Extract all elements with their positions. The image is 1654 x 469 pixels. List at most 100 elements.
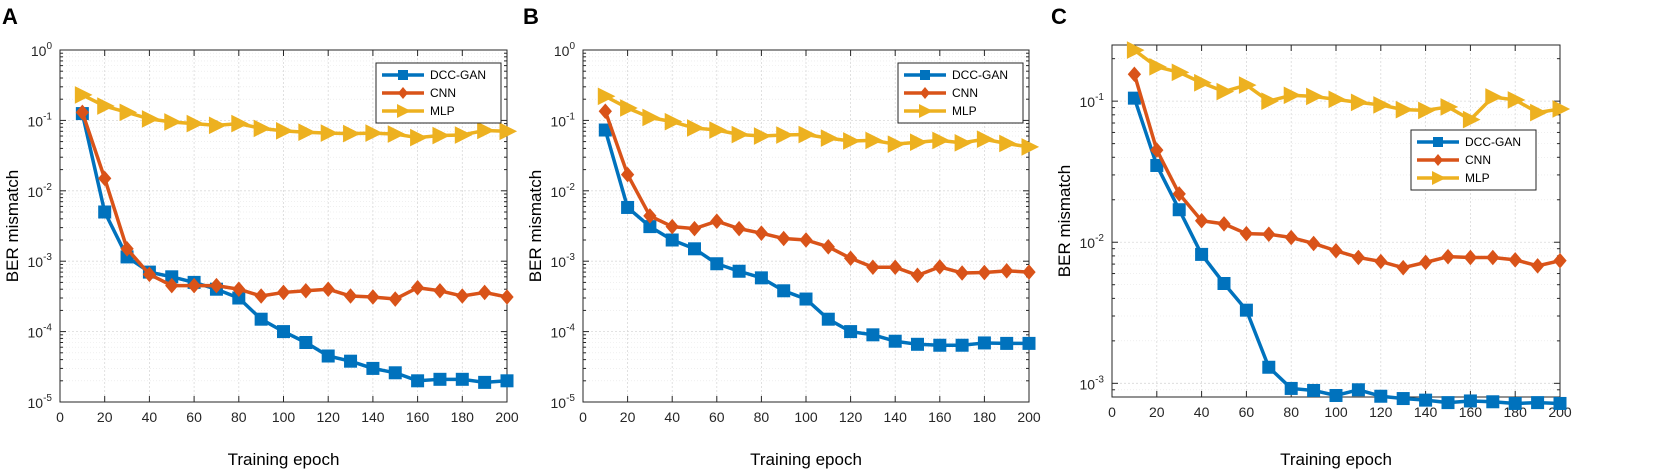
y-tick-exponent: -2 bbox=[43, 182, 52, 193]
data-point-dcc-gan bbox=[799, 292, 813, 306]
y-tick-label: 10-2 bbox=[28, 182, 53, 200]
legend-entry-dcc-gan: DCC-GAN bbox=[1465, 135, 1521, 149]
data-point-dcc-gan bbox=[1217, 276, 1231, 290]
y-tick-exponent: -2 bbox=[566, 182, 575, 193]
legend-marker-triangle bbox=[1432, 171, 1446, 185]
y-tick-mantissa: 10 bbox=[554, 43, 570, 59]
y-tick-label: 100 bbox=[554, 41, 576, 59]
data-point-dcc-gan bbox=[754, 271, 768, 285]
legend-marker-square bbox=[1433, 137, 1443, 147]
data-point-dcc-gan bbox=[388, 366, 402, 380]
data-point-dcc-gan bbox=[1463, 394, 1477, 408]
x-tick-label: 120 bbox=[317, 409, 341, 425]
data-point-dcc-gan bbox=[888, 334, 902, 348]
legend-entry-dcc-gan: DCC-GAN bbox=[430, 68, 486, 82]
data-point-cnn bbox=[933, 259, 947, 275]
data-point-dcc-gan bbox=[277, 325, 290, 339]
data-point-cnn bbox=[1396, 259, 1410, 276]
data-point-cnn bbox=[843, 250, 858, 267]
x-tick-label: 60 bbox=[709, 409, 725, 425]
y-tick-label: 10-2 bbox=[551, 182, 576, 200]
y-tick-exponent: -4 bbox=[566, 323, 575, 334]
data-point-cnn bbox=[388, 291, 402, 307]
y-tick-exponent: -3 bbox=[566, 252, 575, 263]
data-point-mlp bbox=[320, 124, 339, 142]
data-point-cnn bbox=[1486, 249, 1500, 266]
data-point-cnn bbox=[598, 103, 612, 119]
x-tick-label: 160 bbox=[928, 409, 952, 425]
y-tick-mantissa: 10 bbox=[551, 254, 567, 270]
data-point-mlp bbox=[976, 130, 995, 149]
data-point-dcc-gan bbox=[1284, 381, 1298, 395]
y-tick-exponent: -1 bbox=[1095, 92, 1104, 103]
x-tick-label: 20 bbox=[97, 409, 113, 425]
x-axis-label: Training epoch bbox=[1280, 450, 1392, 469]
data-point-mlp bbox=[298, 123, 316, 142]
data-point-dcc-gan bbox=[1553, 396, 1567, 410]
data-point-cnn bbox=[254, 288, 268, 304]
x-tick-label: 80 bbox=[231, 409, 247, 425]
data-point-mlp bbox=[1395, 100, 1414, 119]
data-point-mlp bbox=[709, 121, 727, 139]
data-point-mlp bbox=[253, 119, 272, 138]
data-point-dcc-gan bbox=[455, 372, 469, 386]
y-tick-mantissa: 10 bbox=[551, 184, 567, 200]
data-point-mlp bbox=[798, 125, 817, 144]
data-point-mlp bbox=[343, 124, 361, 143]
data-point-cnn bbox=[1329, 243, 1343, 259]
data-point-mlp bbox=[954, 134, 973, 152]
chart-panel-c: 10-310-210-10 20 40 60 80 100 120 140 160 180 200D… bbox=[1051, 4, 1572, 469]
data-point-cnn bbox=[1194, 212, 1209, 229]
y-tick-label: 10-1 bbox=[551, 111, 576, 129]
y-tick-exponent: -1 bbox=[43, 111, 52, 122]
data-point-mlp bbox=[887, 135, 906, 153]
y-tick-mantissa: 10 bbox=[551, 113, 567, 129]
data-point-cnn bbox=[1150, 142, 1164, 158]
data-point-cnn bbox=[888, 259, 902, 276]
data-point-mlp bbox=[1149, 58, 1167, 76]
data-point-cnn bbox=[1463, 249, 1478, 266]
data-point-mlp bbox=[1552, 100, 1571, 118]
y-tick-exponent: -5 bbox=[43, 393, 52, 404]
data-point-cnn bbox=[1127, 66, 1142, 83]
data-point-mlp bbox=[1418, 101, 1436, 120]
data-point-mlp bbox=[1530, 103, 1548, 122]
data-point-cnn bbox=[1000, 263, 1014, 279]
data-point-dcc-gan bbox=[844, 325, 858, 339]
data-point-cnn bbox=[821, 239, 835, 255]
x-tick-label: 40 bbox=[142, 409, 158, 425]
x-tick-label: 200 bbox=[495, 409, 519, 425]
legend-marker-triangle bbox=[919, 104, 933, 118]
x-tick-label: 100 bbox=[1324, 404, 1348, 420]
data-point-cnn bbox=[799, 232, 813, 248]
data-point-cnn bbox=[276, 284, 291, 301]
x-tick-label: 20 bbox=[1149, 404, 1165, 420]
data-point-mlp bbox=[910, 133, 928, 152]
y-tick-mantissa: 10 bbox=[551, 325, 567, 341]
x-tick-label: 200 bbox=[1017, 409, 1041, 425]
y-tick-exponent: -3 bbox=[43, 252, 52, 263]
data-point-mlp bbox=[1440, 98, 1459, 116]
x-tick-label: 100 bbox=[272, 409, 296, 425]
legend-entry-mlp: MLP bbox=[952, 104, 977, 118]
data-point-dcc-gan bbox=[1508, 396, 1522, 410]
data-point-mlp bbox=[687, 119, 705, 137]
data-point-cnn bbox=[455, 288, 469, 304]
data-point-dcc-gan bbox=[665, 233, 679, 247]
data-point-mlp bbox=[1507, 91, 1526, 109]
data-point-cnn bbox=[977, 264, 992, 281]
y-tick-mantissa: 10 bbox=[28, 113, 44, 129]
x-tick-label: 160 bbox=[1459, 404, 1483, 420]
data-point-dcc-gan bbox=[1239, 303, 1253, 317]
data-point-mlp bbox=[1462, 110, 1481, 129]
data-point-mlp bbox=[731, 125, 750, 144]
y-tick-label: 10-1 bbox=[1080, 92, 1105, 110]
data-point-dcc-gan bbox=[1000, 336, 1014, 350]
data-point-mlp bbox=[1306, 87, 1324, 106]
data-point-dcc-gan bbox=[299, 336, 313, 350]
data-point-cnn bbox=[1022, 264, 1036, 280]
data-point-mlp bbox=[1021, 138, 1040, 156]
data-point-dcc-gan bbox=[621, 200, 635, 214]
x-axis-label: Training epoch bbox=[228, 450, 340, 469]
data-point-dcc-gan bbox=[710, 257, 724, 271]
